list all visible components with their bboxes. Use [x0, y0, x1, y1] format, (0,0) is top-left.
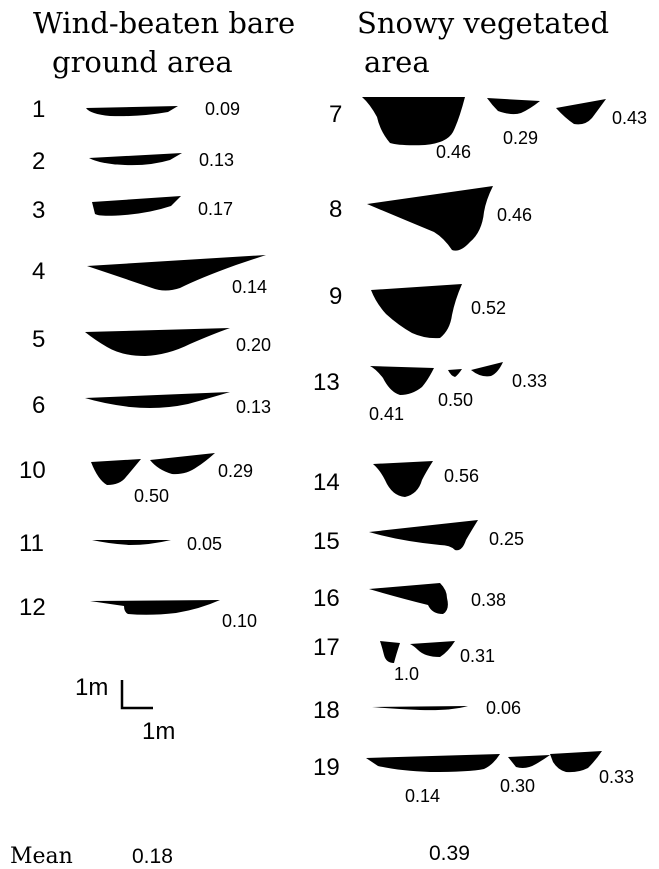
value-17b: 0.31	[460, 646, 496, 666]
profile-number-15: 15	[313, 528, 340, 555]
value-6: 0.13	[236, 397, 272, 417]
mean-left-value: 0.18	[132, 845, 173, 868]
profile-number-12: 12	[19, 594, 46, 621]
value-11: 0.05	[187, 534, 223, 554]
profile-number-3: 3	[32, 197, 46, 224]
profile-19c	[550, 751, 602, 773]
profile-number-6: 6	[32, 392, 46, 419]
value-10b: 0.29	[218, 461, 254, 481]
profile-14	[373, 461, 433, 497]
profile-17b	[410, 641, 455, 657]
profile-13a	[370, 366, 434, 395]
profile-7b	[487, 98, 540, 115]
profile-number-10: 10	[19, 457, 46, 484]
profile-9	[371, 284, 462, 339]
profile-1	[86, 106, 178, 117]
profile-17a	[380, 641, 400, 663]
profile-19a	[366, 754, 500, 772]
value-2: 0.13	[199, 150, 235, 170]
value-4: 0.14	[232, 277, 268, 297]
profile-number-19: 19	[313, 754, 340, 781]
profile-number-4: 4	[32, 258, 46, 285]
value-3: 0.17	[198, 199, 234, 219]
profile-number-5: 5	[32, 326, 46, 353]
profile-7a	[362, 97, 465, 146]
profile-13c	[471, 362, 503, 377]
right-heading-line2: area	[364, 45, 430, 79]
profile-7c	[556, 99, 606, 125]
value-12: 0.10	[222, 611, 258, 631]
profile-number-16: 16	[313, 585, 340, 612]
profile-number-14: 14	[313, 469, 340, 496]
profile-11	[92, 540, 171, 545]
value-13c: 0.33	[512, 371, 548, 391]
profile-3	[92, 196, 181, 216]
value-13a: 0.41	[369, 404, 405, 424]
value-7b: 0.29	[503, 128, 539, 148]
value-19c: 0.33	[599, 767, 635, 787]
profile-4	[87, 255, 266, 291]
profile-number-8: 8	[329, 196, 343, 223]
value-8: 0.46	[497, 205, 533, 225]
scale-bar	[120, 680, 153, 710]
profile-number-13: 13	[313, 369, 340, 396]
profile-5	[85, 328, 230, 356]
profile-number-18: 18	[313, 697, 340, 724]
profile-number-17: 17	[313, 634, 340, 661]
mean-right-value: 0.39	[429, 842, 470, 865]
value-9: 0.52	[471, 298, 507, 318]
profile-6	[85, 392, 230, 408]
left-heading-line2: ground area	[52, 45, 233, 79]
value-19a: 0.14	[405, 786, 441, 806]
value-16: 0.38	[471, 590, 507, 610]
value-14: 0.56	[444, 466, 480, 486]
profile-number-9: 9	[329, 283, 343, 310]
mean-label: Mean	[10, 844, 73, 869]
profile-19b	[508, 755, 550, 768]
profile-15	[369, 520, 478, 551]
value-1: 0.09	[205, 99, 241, 119]
scale-vertical-label: 1m	[75, 674, 109, 701]
profile-number-2: 2	[32, 148, 46, 175]
scale-horizontal-label: 1m	[142, 718, 176, 745]
value-19b: 0.30	[500, 776, 536, 796]
value-13b: 0.50	[438, 390, 474, 410]
profile-10b	[150, 453, 215, 475]
profile-13b	[448, 369, 462, 377]
value-10a: 0.50	[134, 486, 170, 506]
profile-number-1: 1	[32, 96, 46, 123]
right-heading-line1: Snowy vegetated	[357, 6, 610, 40]
value-5: 0.20	[236, 335, 272, 355]
profile-2	[89, 153, 182, 166]
profile-18	[372, 706, 468, 711]
profile-number-11: 11	[19, 530, 44, 557]
value-7c: 0.43	[612, 108, 648, 128]
profile-8	[367, 186, 493, 251]
profile-number-7: 7	[329, 101, 343, 128]
left-heading-line1: Wind-beaten bare	[33, 6, 296, 40]
profile-10a	[91, 459, 141, 485]
value-18: 0.06	[486, 698, 522, 718]
profile-12	[90, 600, 220, 615]
value-15: 0.25	[489, 529, 525, 549]
value-7a: 0.46	[436, 142, 472, 162]
value-17a: 1.0	[394, 664, 420, 684]
profile-16	[369, 583, 448, 614]
